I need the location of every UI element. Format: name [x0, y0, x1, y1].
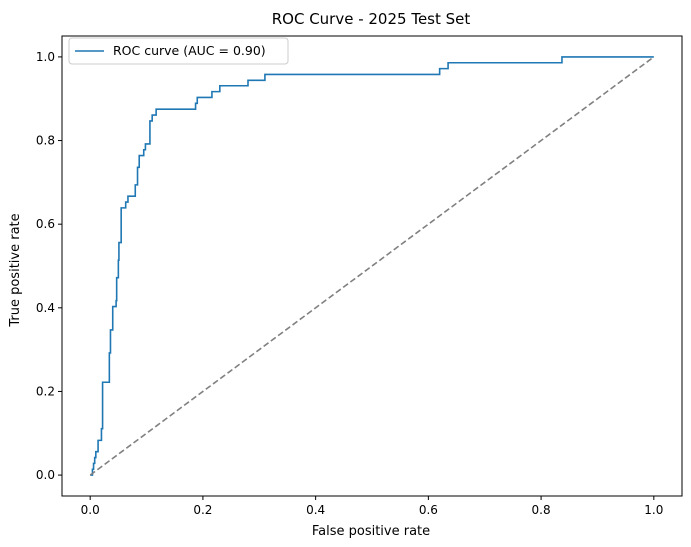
chance-diagonal-line — [89, 56, 655, 476]
y-tick-label: 1.0 — [36, 50, 55, 64]
y-tick-label: 0.2 — [36, 384, 55, 398]
roc-curve-line — [90, 56, 654, 476]
legend-label-roc: ROC curve (AUC = 0.90) — [113, 43, 266, 58]
x-tick-label: 0.2 — [193, 503, 212, 517]
y-axis-label: True positive rate — [8, 213, 23, 327]
x-tick-label: 0.0 — [81, 503, 100, 517]
y-tick-label: 0.4 — [36, 301, 55, 315]
x-tick-label: 0.6 — [419, 503, 438, 517]
y-axis: 0.0 0.2 0.4 0.6 0.8 1.0 — [36, 50, 62, 482]
y-tick-label: 0.0 — [36, 468, 55, 482]
legend-box — [68, 37, 289, 65]
y-tick-label: 0.8 — [36, 134, 55, 148]
x-tick-label: 1.0 — [644, 503, 663, 517]
x-tick-label: 0.8 — [532, 503, 551, 517]
y-tick-label: 0.6 — [36, 217, 55, 231]
x-axis: 0.0 0.2 0.4 0.6 0.8 1.0 — [81, 496, 663, 517]
x-tick-label: 0.4 — [306, 503, 325, 517]
plot-frame — [61, 35, 683, 497]
plot-area — [89, 56, 655, 476]
x-axis-label: False positive rate — [312, 524, 430, 539]
chart-title: ROC Curve - 2025 Test Set — [272, 10, 471, 28]
legend: ROC curve (AUC = 0.90) — [68, 37, 289, 65]
